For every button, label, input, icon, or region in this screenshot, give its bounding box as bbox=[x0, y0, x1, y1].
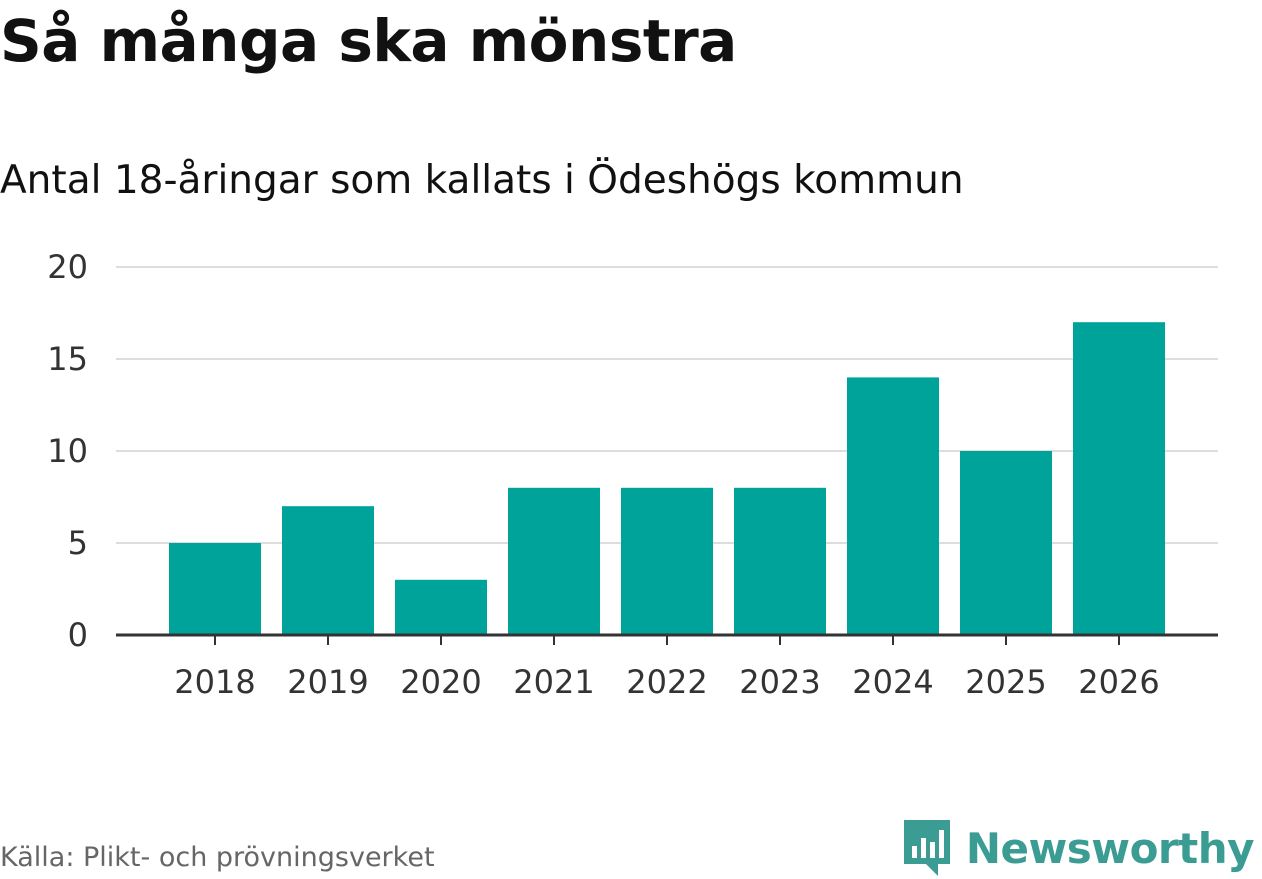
bar-2020 bbox=[395, 579, 487, 635]
x-tick-label: 2026 bbox=[1078, 663, 1159, 701]
y-tick-label: 0 bbox=[68, 616, 88, 654]
y-tick-label: 20 bbox=[47, 248, 88, 286]
x-tick-label: 2025 bbox=[965, 663, 1046, 701]
x-tick-label: 2018 bbox=[174, 663, 255, 701]
x-tick-label: 2024 bbox=[852, 663, 933, 701]
bar-2021 bbox=[508, 487, 600, 635]
y-tick-label: 15 bbox=[47, 340, 88, 378]
bar-2019 bbox=[282, 506, 374, 635]
chart-subtitle: Antal 18-åringar som kallats i Ödeshögs … bbox=[0, 158, 964, 203]
x-tick-label: 2020 bbox=[400, 663, 481, 701]
x-tick-label: 2022 bbox=[626, 663, 707, 701]
bar-chart-badge-icon bbox=[903, 820, 950, 876]
bar-2022 bbox=[621, 487, 713, 635]
bars bbox=[169, 322, 1165, 635]
axes: 0 5 10 15 20 2018 2019 2020 2021 2022 2023 2024 2025… bbox=[47, 248, 1218, 701]
brand-name: Newsworthy bbox=[965, 823, 1255, 873]
newsworthy-logo: Newsworthy bbox=[902, 818, 1255, 878]
x-tick-label: 2023 bbox=[739, 663, 820, 701]
bar-2026 bbox=[1073, 322, 1165, 635]
x-tick-label: 2021 bbox=[513, 663, 594, 701]
bar-2018 bbox=[169, 543, 261, 635]
chart-title: Så många ska mönstra bbox=[0, 7, 737, 75]
bar-2024 bbox=[847, 377, 939, 635]
bar-2025 bbox=[960, 451, 1052, 635]
source-note: Källa: Plikt- och prövningsverket bbox=[0, 842, 435, 873]
bar-2023 bbox=[734, 487, 826, 635]
y-tick-label: 5 bbox=[68, 524, 88, 562]
x-tick-label: 2019 bbox=[287, 663, 368, 701]
y-tick-label: 10 bbox=[47, 432, 88, 470]
